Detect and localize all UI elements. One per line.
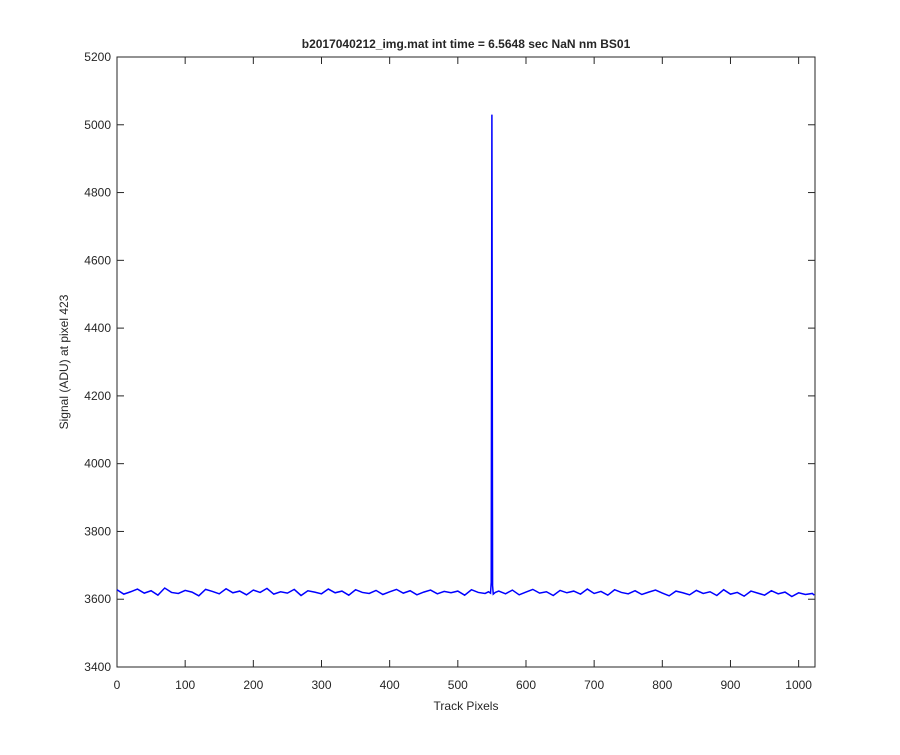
y-tick-label: 5200	[84, 50, 111, 64]
y-tick-label: 3400	[84, 660, 111, 674]
x-tick-label: 1000	[785, 678, 812, 692]
y-tick-label: 3800	[84, 524, 111, 538]
y-tick-label: 4400	[84, 321, 111, 335]
chart-title: b2017040212_img.mat int time = 6.5648 se…	[302, 37, 631, 51]
y-tick-label: 4800	[84, 186, 111, 200]
data-line	[116, 114, 815, 598]
x-tick-label: 300	[311, 678, 331, 692]
x-tick-label: 100	[175, 678, 195, 692]
x-tick-label: 500	[448, 678, 468, 692]
x-tick-label: 900	[720, 678, 740, 692]
y-axis-label: Signal (ADU) at pixel 423	[57, 294, 71, 429]
plot-frame	[116, 56, 816, 668]
y-tick-label: 5000	[84, 118, 111, 132]
x-tick-label: 0	[114, 678, 121, 692]
x-axis-label: Track Pixels	[434, 699, 499, 713]
x-tick-label: 200	[243, 678, 263, 692]
y-tick-label: 3600	[84, 592, 111, 606]
x-tick-label: 800	[652, 678, 672, 692]
y-tick-label: 4000	[84, 457, 111, 471]
x-tick-label: 700	[584, 678, 604, 692]
x-tick-label: 400	[380, 678, 400, 692]
y-tick-label: 4600	[84, 253, 111, 267]
y-tick-label: 4200	[84, 389, 111, 403]
x-tick-label: 600	[516, 678, 536, 692]
